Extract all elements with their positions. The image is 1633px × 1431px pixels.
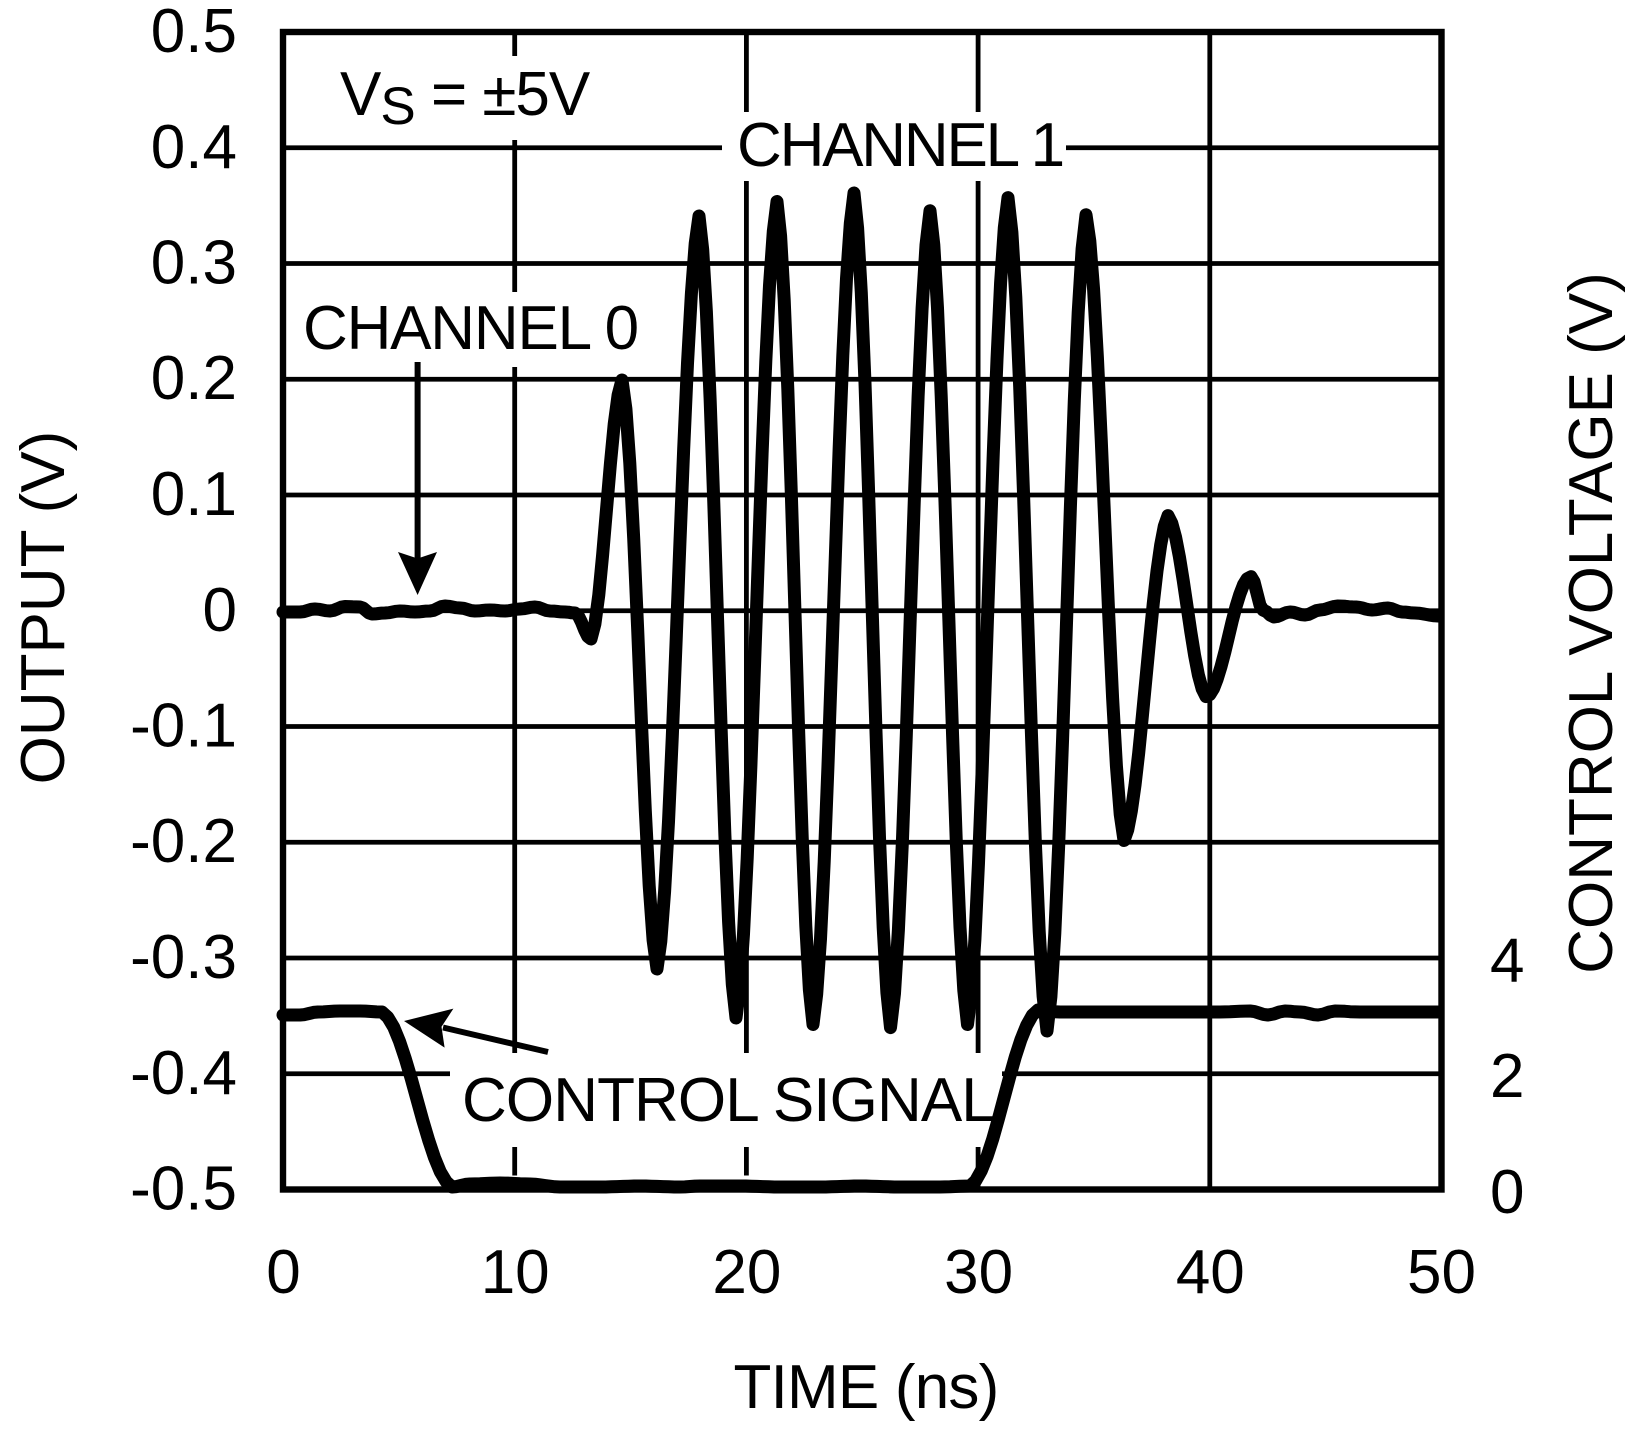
svg-text:0: 0: [266, 1238, 300, 1307]
svg-text:TIME (ns): TIME (ns): [734, 1353, 999, 1422]
svg-text:VS = ±5V: VS = ±5V: [340, 60, 591, 136]
svg-text:0: 0: [203, 576, 237, 645]
svg-text:50: 50: [1407, 1238, 1476, 1307]
svg-text:10: 10: [481, 1238, 550, 1307]
svg-text:-0.1: -0.1: [130, 692, 237, 761]
svg-text:2: 2: [1490, 1042, 1524, 1111]
svg-text:CONTROL VOLTAGE (V): CONTROL VOLTAGE (V): [1557, 272, 1626, 974]
svg-text:0.4: 0.4: [151, 113, 237, 182]
svg-text:0.5: 0.5: [151, 0, 237, 66]
svg-text:CHANNEL 0: CHANNEL 0: [303, 294, 638, 363]
svg-text:0: 0: [1490, 1158, 1524, 1227]
svg-text:CONTROL SIGNAL: CONTROL SIGNAL: [462, 1066, 995, 1135]
svg-text:0.3: 0.3: [151, 229, 237, 298]
svg-text:CHANNEL 1: CHANNEL 1: [737, 111, 1063, 180]
svg-text:0.1: 0.1: [151, 460, 237, 529]
svg-text:20: 20: [712, 1238, 781, 1307]
svg-text:30: 30: [944, 1238, 1013, 1307]
svg-text:40: 40: [1176, 1238, 1245, 1307]
svg-text:-0.5: -0.5: [130, 1155, 237, 1224]
svg-text:-0.4: -0.4: [130, 1039, 237, 1108]
svg-text:0.2: 0.2: [151, 344, 237, 413]
svg-text:4: 4: [1490, 927, 1524, 996]
svg-text:-0.3: -0.3: [130, 923, 237, 992]
svg-text:-0.2: -0.2: [130, 807, 237, 876]
svg-text:OUTPUT (V): OUTPUT (V): [9, 431, 78, 785]
